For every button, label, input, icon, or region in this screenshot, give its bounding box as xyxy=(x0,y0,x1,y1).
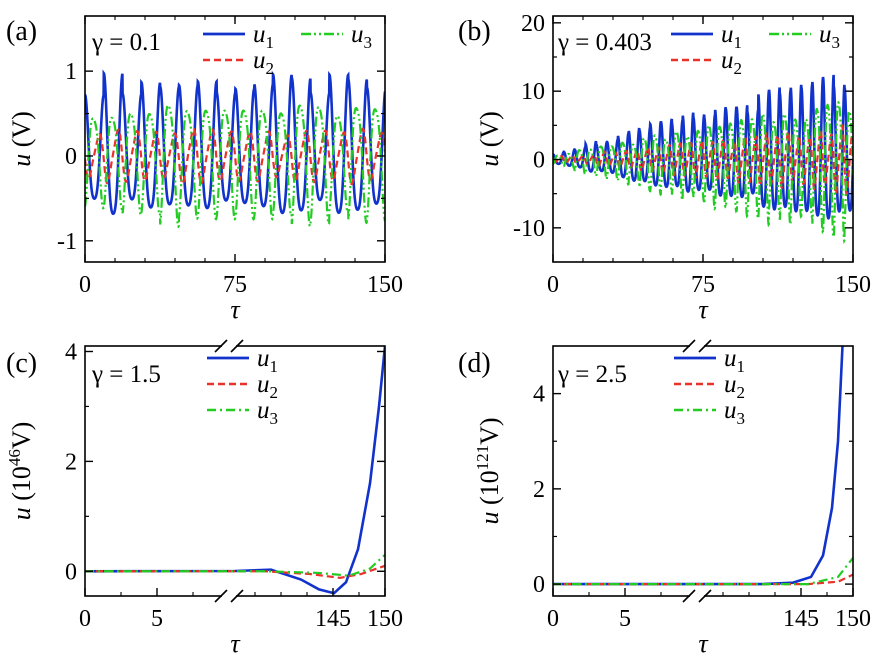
y-axis-label: u (1046V) xyxy=(5,422,36,521)
axis-break-mark xyxy=(682,339,696,353)
x-axis-label: τ xyxy=(230,629,241,658)
legend-label-u2: u2 xyxy=(257,371,278,402)
series-line-u2 xyxy=(85,127,385,186)
x-tick-label: 75 xyxy=(223,272,247,298)
legend-label-u3: u3 xyxy=(351,21,372,52)
gamma-label: γ = 0.1 xyxy=(91,29,161,56)
panel-label: (d) xyxy=(458,348,491,379)
legend-label-u1: u1 xyxy=(721,21,742,52)
series-line-u1 xyxy=(85,69,385,216)
x-tick-label: 0 xyxy=(79,606,91,632)
y-tick-label: 20 xyxy=(521,11,545,37)
y-tick-label: 1 xyxy=(65,59,77,85)
x-tick-label: 150 xyxy=(835,606,871,632)
y-tick-label: 2 xyxy=(65,449,77,475)
series-line-u2 xyxy=(553,123,853,197)
y-tick-label: -10 xyxy=(513,216,545,242)
axis-break-mark xyxy=(214,589,228,603)
legend-label-u1: u1 xyxy=(724,345,745,376)
plot-area xyxy=(553,346,853,586)
x-tick-label: 5 xyxy=(619,606,631,632)
plot-area xyxy=(553,74,853,245)
series-line-u2 xyxy=(553,573,853,586)
axis-break-mark xyxy=(698,339,712,353)
y-tick-label: 0 xyxy=(533,148,545,174)
axis-break-gap xyxy=(222,340,236,352)
series-line-u1 xyxy=(553,74,853,220)
axis-break-mark xyxy=(214,339,228,353)
series-line-u3 xyxy=(85,104,385,229)
y-tick-label: 0 xyxy=(533,572,545,598)
x-tick-label: 75 xyxy=(691,272,715,298)
axis-break-mark xyxy=(230,589,244,603)
axis-break-gap xyxy=(690,340,704,352)
x-tick-label: 0 xyxy=(547,272,559,298)
axis-break-mark xyxy=(230,339,244,353)
y-axis-label: u (10121V) xyxy=(473,417,504,524)
series-line-u3 xyxy=(85,553,385,577)
y-tick-label: 4 xyxy=(65,339,77,365)
axis-break-mark xyxy=(698,589,712,603)
axis-break-gap xyxy=(690,590,704,602)
y-tick-label: 0 xyxy=(65,144,77,170)
gamma-label: γ = 1.5 xyxy=(91,361,161,388)
x-axis-label: τ xyxy=(230,295,241,324)
legend-label-u3: u3 xyxy=(819,21,840,52)
axis-break-mark xyxy=(682,589,696,603)
y-axis-label: u (V) xyxy=(475,111,504,167)
x-tick-label: 150 xyxy=(835,272,871,298)
legend-label-u1: u1 xyxy=(257,345,278,376)
x-axis-label: τ xyxy=(698,295,709,324)
x-axis-label: τ xyxy=(698,629,709,658)
x-tick-label: 5 xyxy=(151,606,163,632)
x-tick-label: 145 xyxy=(783,606,819,632)
plot-area xyxy=(85,346,385,595)
legend-label-u2: u2 xyxy=(253,47,274,78)
x-tick-label: 0 xyxy=(547,606,559,632)
y-tick-label: -1 xyxy=(57,229,77,255)
legend-label-u1: u1 xyxy=(253,21,274,52)
y-tick-label: 0 xyxy=(65,559,77,585)
legend-label-u2: u2 xyxy=(724,371,745,402)
gamma-label: γ = 0.403 xyxy=(557,29,652,56)
x-tick-label: 145 xyxy=(315,606,351,632)
y-tick-label: 2 xyxy=(533,477,545,503)
x-tick-label: 150 xyxy=(367,606,403,632)
panel-label: (a) xyxy=(6,16,37,47)
y-axis-label: u (V) xyxy=(7,111,36,167)
y-tick-label: 4 xyxy=(533,382,545,408)
legend-label-u3: u3 xyxy=(257,397,278,428)
series-line-u1 xyxy=(85,346,385,595)
series-line-u3 xyxy=(553,557,853,586)
plot-area xyxy=(85,69,385,229)
axis-break-gap xyxy=(222,590,236,602)
x-tick-label: 0 xyxy=(79,272,91,298)
x-tick-label: 150 xyxy=(367,272,403,298)
y-tick-label: 10 xyxy=(521,79,545,105)
legend-label-u3: u3 xyxy=(724,397,745,428)
panel-label: (c) xyxy=(6,348,37,379)
series-line-u3 xyxy=(553,100,853,245)
series-line-u2 xyxy=(85,564,385,579)
legend-label-u2: u2 xyxy=(721,47,742,78)
gamma-label: γ = 2.5 xyxy=(557,361,627,388)
panel-label: (b) xyxy=(458,16,491,47)
